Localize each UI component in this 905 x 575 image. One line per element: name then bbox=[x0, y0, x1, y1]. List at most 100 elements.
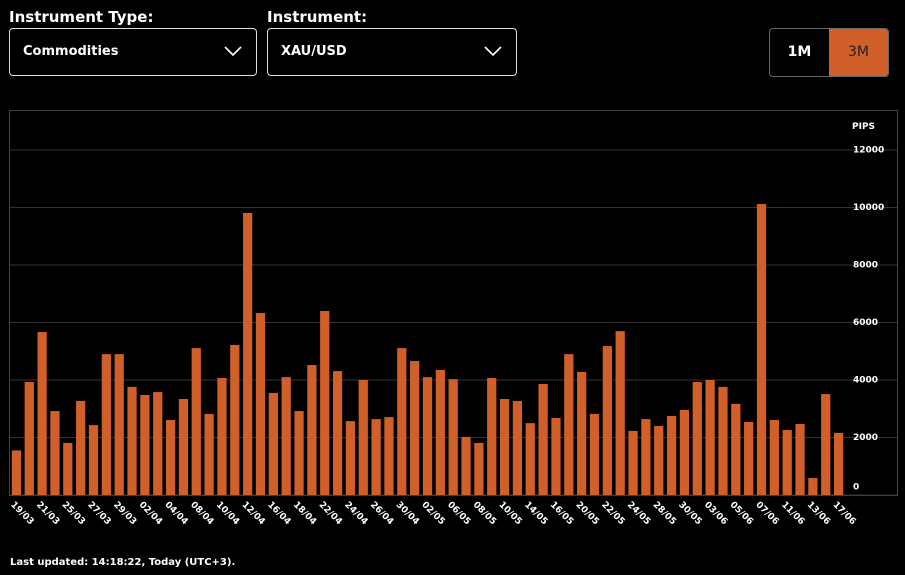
bar bbox=[474, 442, 484, 495]
range-button[interactable]: 1M bbox=[787, 44, 812, 60]
y-tick-label: 4000 bbox=[853, 376, 878, 386]
bar bbox=[666, 415, 677, 495]
bar bbox=[127, 386, 137, 495]
x-tick-label: 17/06 bbox=[830, 500, 857, 527]
bar bbox=[410, 361, 420, 495]
dropdown[interactable]: XAU/USD bbox=[267, 28, 517, 76]
x-tick-label: 18/04 bbox=[291, 500, 318, 527]
x-tick-label: 10/05 bbox=[496, 500, 523, 527]
bar bbox=[821, 394, 831, 495]
y-tick-label: 6000 bbox=[853, 318, 878, 328]
bar bbox=[281, 377, 291, 495]
y-axis-label: PIPS bbox=[852, 122, 875, 132]
dropdown-value: Commodities bbox=[23, 44, 119, 59]
bar bbox=[615, 331, 625, 495]
bar bbox=[307, 365, 317, 495]
x-tick-label: 29/03 bbox=[111, 500, 138, 527]
bar bbox=[589, 413, 600, 495]
y-tick-label: 8000 bbox=[853, 261, 878, 271]
bar bbox=[178, 398, 189, 495]
bar bbox=[756, 204, 767, 496]
x-tick-label: 20/05 bbox=[574, 500, 601, 527]
bar bbox=[679, 409, 690, 495]
bar bbox=[230, 344, 240, 495]
bar bbox=[294, 411, 304, 495]
x-tick-label: 08/05 bbox=[471, 500, 498, 527]
bar bbox=[63, 442, 73, 495]
bar bbox=[512, 400, 523, 495]
bar bbox=[448, 379, 458, 495]
chevron bbox=[484, 46, 502, 56]
y-tick-label: 0 bbox=[853, 483, 859, 493]
dropdown-value: XAU/USD bbox=[281, 44, 347, 59]
bar bbox=[50, 411, 60, 495]
range-toggle: 1M 3M bbox=[769, 28, 889, 77]
label: Instrument: bbox=[267, 8, 368, 26]
footer: Last updated: 14:18:22, Today (UTC+3). bbox=[10, 557, 236, 568]
bar bbox=[435, 369, 445, 495]
x-tick-label: 11/06 bbox=[779, 500, 806, 527]
bar bbox=[384, 417, 394, 495]
bar bbox=[397, 348, 407, 495]
x-tick-label: 24/04 bbox=[342, 500, 369, 527]
bar bbox=[114, 354, 124, 495]
bar bbox=[11, 450, 22, 495]
bar bbox=[731, 403, 741, 495]
x-tick-label: 12/04 bbox=[240, 500, 267, 527]
x-tick-label: 24/05 bbox=[625, 500, 652, 527]
bar bbox=[551, 417, 561, 495]
bar bbox=[577, 371, 587, 495]
bar bbox=[538, 384, 548, 495]
bar bbox=[641, 419, 651, 495]
x-tick-label: 25/03 bbox=[60, 500, 87, 527]
bar bbox=[833, 432, 844, 495]
bar bbox=[204, 413, 214, 495]
range-button[interactable]: 3M bbox=[829, 29, 888, 76]
x-tick-label: 13/06 bbox=[805, 500, 832, 527]
bar bbox=[268, 392, 278, 495]
bar bbox=[358, 380, 368, 495]
bar bbox=[769, 419, 779, 495]
bar bbox=[24, 382, 34, 495]
bar bbox=[140, 394, 150, 495]
bar bbox=[320, 311, 330, 495]
bar bbox=[795, 423, 805, 495]
label: Instrument Type: bbox=[9, 8, 154, 26]
x-tick-label: 19/03 bbox=[8, 500, 35, 527]
x-tick-label: 10/04 bbox=[214, 500, 241, 527]
y-tick-label: 10000 bbox=[853, 203, 884, 213]
bar bbox=[705, 380, 715, 495]
bar bbox=[499, 398, 510, 495]
x-tick-label: 26/04 bbox=[368, 500, 395, 527]
bar bbox=[217, 377, 227, 495]
bar bbox=[243, 212, 253, 495]
bar bbox=[191, 348, 201, 495]
bar bbox=[744, 421, 754, 495]
chevron bbox=[224, 46, 242, 56]
bar bbox=[461, 436, 471, 495]
bar bbox=[487, 377, 497, 495]
bar bbox=[782, 430, 792, 495]
dropdown[interactable]: Commodities bbox=[9, 28, 257, 76]
x-tick-label: 22/05 bbox=[599, 500, 626, 527]
chart: PIPS 0 2000 4000 6000 8000 10000 12000 19/0321/… bbox=[8, 110, 898, 527]
bar bbox=[345, 421, 356, 495]
x-tick-label: 02/04 bbox=[137, 500, 164, 527]
x-tick-label: 02/05 bbox=[419, 500, 446, 527]
x-tick-label: 28/05 bbox=[651, 500, 678, 527]
bar bbox=[628, 430, 638, 495]
x-tick-label: 30/05 bbox=[676, 500, 703, 527]
x-tick-label: 27/03 bbox=[85, 500, 112, 527]
bar bbox=[525, 423, 535, 495]
x-tick-label: 06/05 bbox=[445, 500, 472, 527]
y-tick-label: 2000 bbox=[853, 433, 878, 443]
x-tick-label: 07/06 bbox=[753, 500, 780, 527]
bar bbox=[654, 426, 664, 495]
bar bbox=[153, 392, 163, 495]
bar bbox=[422, 377, 433, 495]
x-tick-label: 05/06 bbox=[728, 500, 755, 527]
bar bbox=[692, 382, 702, 495]
bar bbox=[37, 331, 47, 495]
x-tick-label: 21/03 bbox=[34, 500, 61, 527]
